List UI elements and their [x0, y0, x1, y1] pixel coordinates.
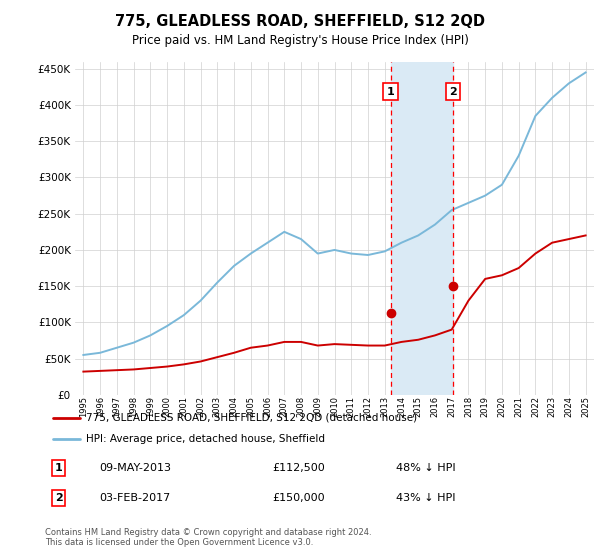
Text: 03-FEB-2017: 03-FEB-2017 — [99, 493, 170, 503]
Text: Price paid vs. HM Land Registry's House Price Index (HPI): Price paid vs. HM Land Registry's House … — [131, 34, 469, 46]
Text: 775, GLEADLESS ROAD, SHEFFIELD, S12 2QD (detached house): 775, GLEADLESS ROAD, SHEFFIELD, S12 2QD … — [86, 413, 416, 423]
Text: 09-MAY-2013: 09-MAY-2013 — [99, 463, 171, 473]
Text: 43% ↓ HPI: 43% ↓ HPI — [396, 493, 455, 503]
Text: 1: 1 — [387, 87, 394, 96]
Text: HPI: Average price, detached house, Sheffield: HPI: Average price, detached house, Shef… — [86, 435, 325, 444]
Text: Contains HM Land Registry data © Crown copyright and database right 2024.
This d: Contains HM Land Registry data © Crown c… — [45, 528, 371, 547]
Bar — [391, 62, 453, 395]
Text: £112,500: £112,500 — [272, 463, 325, 473]
Text: 2: 2 — [449, 87, 457, 96]
Text: 48% ↓ HPI: 48% ↓ HPI — [396, 463, 455, 473]
Text: 775, GLEADLESS ROAD, SHEFFIELD, S12 2QD: 775, GLEADLESS ROAD, SHEFFIELD, S12 2QD — [115, 14, 485, 29]
Text: 2: 2 — [55, 493, 62, 503]
Text: 1: 1 — [55, 463, 62, 473]
Text: £150,000: £150,000 — [272, 493, 325, 503]
